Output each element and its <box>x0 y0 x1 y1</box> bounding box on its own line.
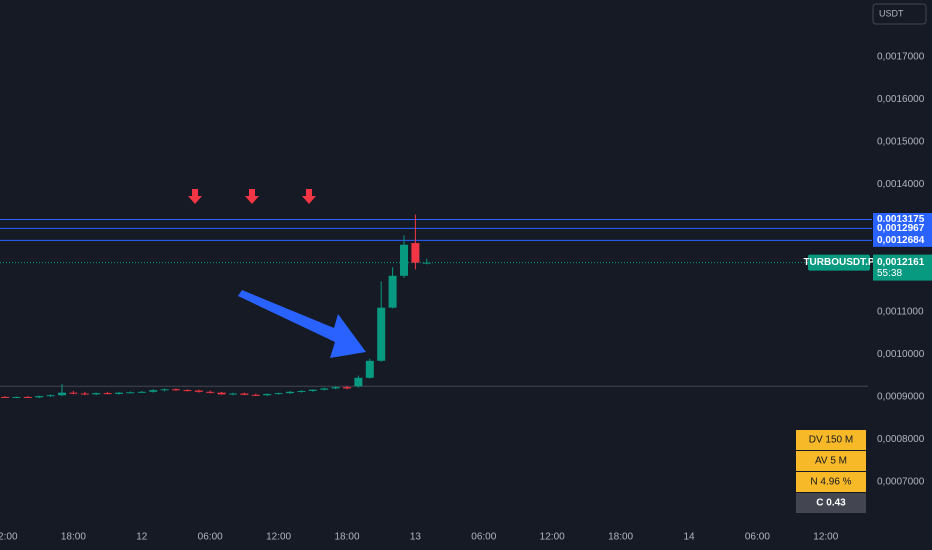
candle-body <box>240 393 249 395</box>
candle-body <box>149 390 158 392</box>
candle-body <box>217 392 226 395</box>
currency: USDT <box>879 8 904 18</box>
candle-body <box>354 377 363 387</box>
candle-body <box>115 392 123 394</box>
x-tick-label: 13 <box>410 532 422 543</box>
last-price-label: 0,0012161 <box>877 257 925 268</box>
stat-box <box>796 451 866 471</box>
red-arrows <box>188 189 316 204</box>
x-tick-label: 06:00 <box>198 532 223 543</box>
candle-body <box>263 393 272 396</box>
candle-body <box>286 391 294 394</box>
x-tick-label: 12:00 <box>0 532 18 543</box>
currency-box[interactable] <box>872 3 927 25</box>
y-tick-label: 0,0017000 <box>877 52 925 63</box>
y-tick-label: 0,0015000 <box>877 137 925 148</box>
stat-label: DV 150 M <box>809 435 853 446</box>
candle-body <box>229 393 237 395</box>
candle-body <box>103 393 112 395</box>
candle-body <box>400 244 408 276</box>
candle-body <box>58 392 66 396</box>
x-tick-label: 12 <box>136 532 148 543</box>
symbol-label: TURBOUSDT.P <box>803 257 874 268</box>
candle-body <box>320 388 329 390</box>
stat-label: AV 5 M <box>815 456 847 467</box>
candle-body <box>422 262 431 264</box>
candle-body <box>377 307 386 361</box>
x-tick-label: 18:00 <box>334 532 359 543</box>
candle-body <box>23 396 32 398</box>
candle-body <box>274 393 283 395</box>
y-tick-label: 0,0007000 <box>877 477 925 488</box>
candle-body <box>35 396 44 398</box>
candle-body <box>297 390 306 392</box>
y-tick-label: 0,0010000 <box>877 349 925 360</box>
x-tick-label: 14 <box>683 532 695 543</box>
candle-body <box>343 387 351 389</box>
candle-body <box>388 275 397 308</box>
stat-box <box>796 472 866 492</box>
stat-box <box>796 493 866 513</box>
x-tick-label: 12:00 <box>266 532 291 543</box>
countdown: 55:38 <box>877 268 902 279</box>
level-label: 0,0012684 <box>877 235 925 246</box>
candle-body <box>308 389 317 391</box>
y-tick-label: 0,0011000 <box>877 307 924 318</box>
candle-body <box>411 243 420 263</box>
candle-body <box>1 396 9 398</box>
level-label-box <box>873 233 932 247</box>
candle-body <box>126 392 135 394</box>
stat-label: N 4.96 % <box>810 477 851 488</box>
candle-body <box>160 389 169 391</box>
y-tick-label: 0,0009000 <box>877 392 925 403</box>
stat-box <box>796 430 866 450</box>
candle-body <box>365 360 374 378</box>
y-tick-label: 0,0014000 <box>877 179 925 190</box>
stat-label: C 0.43 <box>816 498 846 509</box>
candle-body <box>80 393 89 395</box>
candle-body <box>331 387 340 389</box>
last-price-box <box>873 254 932 281</box>
candle-body <box>183 390 192 392</box>
y-tick-label: 0,0016000 <box>877 94 925 105</box>
level-label: 0,0012967 <box>877 223 925 234</box>
candle-body <box>206 391 215 393</box>
candle-body <box>12 396 21 398</box>
x-tick-label: 18:00 <box>608 532 633 543</box>
x-tick-label: 06:00 <box>745 532 770 543</box>
level-label-box <box>873 221 932 235</box>
candle-body <box>46 395 55 397</box>
y-tick-label: 0,0008000 <box>877 434 925 445</box>
x-tick-label: 18:00 <box>61 532 86 543</box>
candle-body <box>92 393 101 395</box>
candle-body <box>137 391 146 393</box>
x-tick-label: 12:00 <box>540 532 565 543</box>
candle-body <box>69 392 78 394</box>
symbol-box <box>808 254 870 271</box>
candle-body <box>251 394 260 396</box>
level-label: 0,0013175 <box>877 214 925 225</box>
candle-body <box>194 390 203 392</box>
x-tick-label: 06:00 <box>471 532 496 543</box>
blue-arrow <box>238 290 366 358</box>
x-tick-label: 12:00 <box>813 532 838 543</box>
candle-body <box>172 389 180 391</box>
